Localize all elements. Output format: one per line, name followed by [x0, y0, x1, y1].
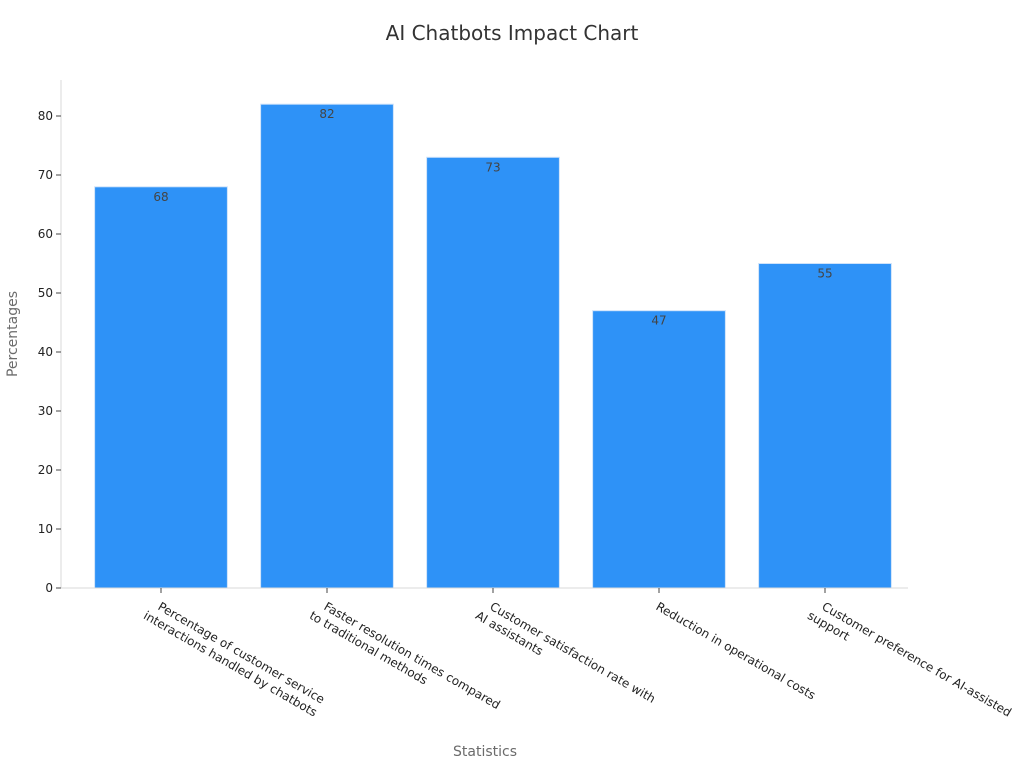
y-tick-label: 60 [38, 227, 53, 241]
bar-value-label: 55 [817, 266, 832, 280]
bar-value-label: 47 [651, 314, 666, 328]
x-tick-label: Faster resolution times comparedto tradi… [307, 595, 503, 725]
y-tick-label: 0 [45, 581, 53, 595]
y-tick-label: 70 [38, 168, 53, 182]
axes-layer [56, 80, 908, 593]
bar [260, 103, 394, 589]
x-tick-label-line: interactions handled by chatbots [141, 608, 319, 719]
x-tick-label-line: Customer satisfaction rate with [488, 599, 658, 705]
x-tick-label-line: Percentage of customer service [156, 599, 328, 706]
x-tick-label-line: Reduction in operational costs [654, 599, 818, 702]
bar [426, 156, 560, 589]
y-axis-title: Percentages [5, 291, 21, 377]
bar-value-label: 73 [485, 160, 500, 174]
x-axis-title: Statistics [453, 744, 517, 760]
x-tick-label: Customer preference for AI-assistedsuppo… [805, 595, 1014, 732]
bar-value-label: 82 [319, 107, 334, 121]
bar-value-label: 68 [153, 190, 168, 204]
bar [758, 262, 892, 589]
y-tick-label: 20 [38, 463, 53, 477]
y-tick-label: 40 [38, 345, 53, 359]
chart-title: AI Chatbots Impact Chart [386, 21, 639, 45]
x-tick-label: Reduction in operational costs [654, 599, 818, 702]
bars-layer [94, 103, 892, 589]
y-tick-label: 50 [38, 286, 53, 300]
y-tick-label: 10 [38, 522, 53, 536]
x-tick-label-line: Customer preference for AI-assisted [820, 599, 1014, 719]
x-tick-label: Percentage of customer serviceinteractio… [141, 595, 327, 719]
y-tick-label: 80 [38, 109, 53, 123]
y-tick-label: 30 [38, 404, 53, 418]
bar [592, 310, 726, 589]
bar [94, 186, 228, 589]
